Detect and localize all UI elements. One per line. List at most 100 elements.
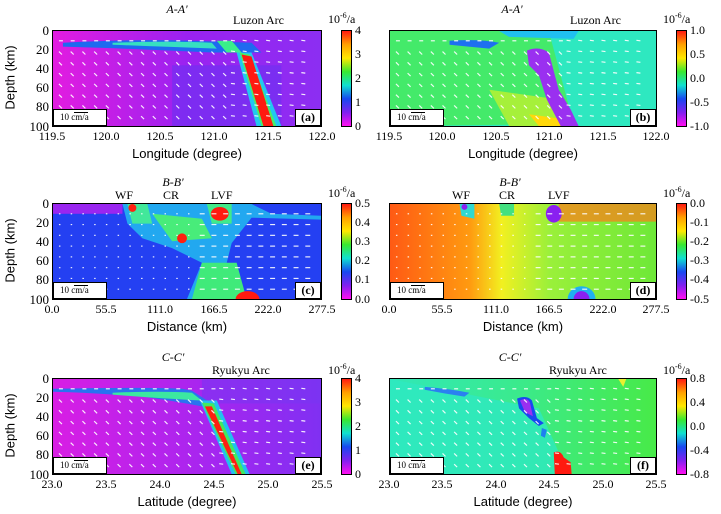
cbar-tick: -0.3 <box>690 253 709 267</box>
fault-label-lvf: LVF <box>211 188 233 202</box>
fault-label-wf: WF <box>115 188 133 202</box>
x-tick: 24.0 <box>485 477 507 491</box>
panel-a-plot: 10 cm/a (a) <box>52 30 322 127</box>
panel-d-scale-box: 10 cm/a <box>390 282 444 299</box>
cbar-tick: 0.0 <box>690 196 705 210</box>
panel-c-scale-box: 10 cm/a <box>53 282 107 299</box>
x-tick: 120.0 <box>92 129 120 143</box>
y-tick: 40 <box>36 234 49 249</box>
cbar-tick: 4 <box>355 371 361 385</box>
fault-label-wf: WF <box>452 188 470 202</box>
cbar-tick: 0.4 <box>690 395 705 409</box>
y-tick: 80 <box>36 99 49 114</box>
panel-c-label: (c) <box>295 282 321 299</box>
colorbar-e-unit: 10-6/a <box>328 362 356 377</box>
x-tick: 120.5 <box>482 129 510 143</box>
panel-e-annotation: Ryukyu Arc <box>212 363 270 377</box>
scale-arrow-icon <box>74 285 88 286</box>
scale-label: 10 cm/a <box>60 112 89 122</box>
x-tick: 166.5 <box>535 302 563 316</box>
colorbar-b-unit: 10-6/a <box>663 11 691 26</box>
y-tick: 40 <box>36 61 49 76</box>
cbar-tick: 0 <box>355 119 361 133</box>
panel-a-title: A-A' <box>166 2 188 16</box>
panel-d-xlabel: Distance (km) <box>482 319 564 334</box>
cbar-tick: 0.1 <box>355 272 370 286</box>
y-tick: 80 <box>36 447 49 462</box>
y-tick: 80 <box>36 272 49 287</box>
cbar-tick: -0.2 <box>690 234 709 248</box>
colorbar-f-unit: 10-6/a <box>663 362 691 377</box>
scale-label: 10 cm/a <box>60 285 89 295</box>
y-tick: 20 <box>36 390 49 405</box>
panel-d-title: B-B' <box>499 175 521 189</box>
panel-d-label: (d) <box>630 282 656 299</box>
x-tick: 122.0 <box>308 129 336 143</box>
x-tick: 222.0 <box>589 302 617 316</box>
cbar-tick: -0.4 <box>690 443 709 457</box>
x-tick: 121.0 <box>200 129 228 143</box>
x-tick: 24.5 <box>538 477 560 491</box>
y-tick: 60 <box>36 428 49 443</box>
y-tick: 20 <box>36 215 49 230</box>
panel-c-xlabel: Distance (km) <box>146 319 228 334</box>
x-tick: 277.5 <box>308 302 336 316</box>
cbar-tick: -0.1 <box>690 215 709 229</box>
panel-a-label: (a) <box>295 109 321 126</box>
x-tick: 120.0 <box>428 129 456 143</box>
cbar-tick: 0.5 <box>355 196 370 210</box>
colorbar-a <box>341 30 352 127</box>
cbar-tick: 1 <box>355 95 361 109</box>
y-tick: 0 <box>42 196 50 211</box>
y-tick: 100 <box>29 119 50 134</box>
panel-b-title: A-A' <box>501 2 523 16</box>
colorbar-c-unit: 10-6/a <box>328 185 356 200</box>
x-tick: 23.0 <box>41 477 63 491</box>
x-tick: 25.0 <box>257 477 279 491</box>
y-tick: 40 <box>36 409 49 424</box>
x-tick: 0.0 <box>381 302 397 316</box>
x-tick: 119.5 <box>375 129 403 143</box>
fault-label-cr: CR <box>163 188 180 202</box>
panel-b-plot: 10 cm/a (b) <box>389 30 657 127</box>
cbar-tick: -0.5 <box>690 292 709 306</box>
panel-a-xlabel: Longitude (degree) <box>132 146 242 161</box>
x-tick: 23.0 <box>378 477 400 491</box>
colorbar-d-unit: 10-6/a <box>663 185 691 200</box>
scale-arrow-icon <box>74 460 88 461</box>
x-tick: 166.5 <box>200 302 228 316</box>
y-tick: 60 <box>36 80 49 95</box>
panel-a-ylabel: Depth (km) <box>2 45 18 110</box>
x-tick: 25.5 <box>645 477 667 491</box>
cbar-tick: 2 <box>355 71 361 85</box>
panel-c-plot: 10 cm/a (c) <box>52 203 322 300</box>
x-tick: 0.0 <box>44 302 60 316</box>
cbar-tick: -0.4 <box>690 272 709 286</box>
panel-e-xlabel: Latitude (degree) <box>137 494 237 509</box>
cbar-tick: 0.0 <box>690 419 705 433</box>
colorbar-b <box>676 30 687 127</box>
scale-label: 10 cm/a <box>397 285 426 295</box>
cbar-tick: 0.8 <box>690 371 705 385</box>
scale-arrow-icon <box>411 112 425 113</box>
fault-label-lvf: LVF <box>548 188 570 202</box>
x-tick: 121.0 <box>535 129 563 143</box>
colorbar-e <box>341 378 352 475</box>
cbar-tick: 0.0 <box>355 292 370 306</box>
cbar-tick: 1 <box>355 443 361 457</box>
colorbar-c <box>341 203 352 300</box>
x-tick: 25.5 <box>311 477 333 491</box>
panel-d-plot: 10 cm/a (d) <box>389 203 657 300</box>
x-tick: 55.5 <box>431 302 453 316</box>
panel-e-scale-box: 10 cm/a <box>53 457 107 474</box>
scale-label: 10 cm/a <box>397 460 426 470</box>
fault-label-cr: CR <box>499 188 516 202</box>
scale-arrow-icon <box>74 112 88 113</box>
y-tick: 0 <box>42 23 50 38</box>
x-tick: 23.5 <box>431 477 453 491</box>
panel-a-scale-box: 10 cm/a <box>53 109 107 126</box>
cbar-tick: -1.0 <box>690 119 709 133</box>
x-tick: 120.5 <box>146 129 174 143</box>
y-tick: 0 <box>42 371 50 386</box>
cbar-tick: -0.8 <box>690 467 709 481</box>
